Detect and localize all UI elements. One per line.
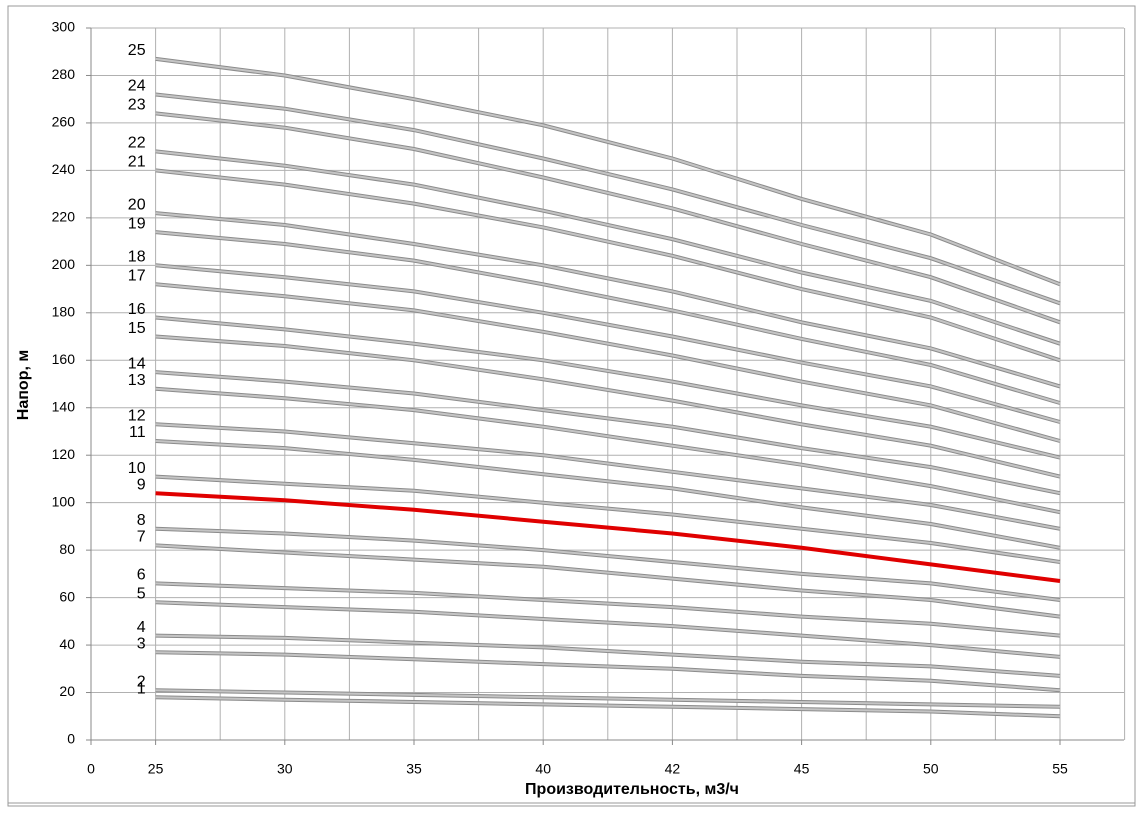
x-tick-label: 55 [1052, 761, 1068, 777]
y-tick-label: 180 [52, 304, 76, 320]
series-line [155, 475, 1061, 563]
x-tick-label: 35 [406, 761, 422, 777]
series-label: 15 [128, 320, 146, 337]
series-label: 22 [128, 135, 146, 152]
series-label: 10 [128, 460, 146, 477]
series-line [155, 231, 1061, 404]
series-label: 23 [128, 97, 146, 114]
series-label: 9 [137, 476, 146, 493]
x-tick-label: 50 [923, 761, 939, 777]
chart-border [7, 5, 1136, 807]
series-label: 2 [137, 673, 146, 690]
y-tick-label: 0 [67, 731, 75, 747]
series-label: 11 [129, 424, 146, 441]
series-line [155, 316, 1061, 459]
x-tick-label: 40 [535, 761, 551, 777]
series-label: 1 [137, 680, 146, 697]
y-tick-label: 100 [52, 493, 76, 509]
y-tick-label: 240 [52, 161, 76, 177]
series-line [155, 634, 1061, 677]
series-label: 5 [137, 586, 146, 603]
y-tick-label: 260 [52, 114, 76, 130]
series-label: 8 [137, 512, 146, 529]
series-line [155, 57, 1061, 286]
series-label: 21 [128, 154, 146, 171]
series-label: 19 [128, 215, 146, 232]
series-line [155, 527, 1061, 601]
series-label: 17 [128, 268, 146, 285]
series-line [155, 264, 1061, 423]
y-tick-label: 120 [52, 446, 76, 462]
series-label: 7 [137, 529, 146, 546]
series-line [155, 169, 1061, 362]
series-label: 18 [128, 249, 146, 266]
x-tick-label: 45 [794, 761, 810, 777]
series-line [155, 283, 1061, 442]
series-line [155, 212, 1061, 388]
x-tick-label: 42 [665, 761, 681, 777]
series-label: 6 [137, 567, 146, 584]
series-line [155, 93, 1061, 305]
series-line [155, 387, 1061, 514]
series-line [155, 150, 1061, 345]
series-line [155, 601, 1061, 658]
series-line [155, 491, 1061, 583]
y-tick-label: 60 [59, 588, 75, 604]
series-line [155, 112, 1061, 324]
series-line [155, 582, 1061, 637]
x-tick-label: 30 [277, 761, 293, 777]
y-tick-label: 280 [52, 66, 76, 82]
y-tick-label: 200 [52, 256, 76, 272]
y-axis-title: Напор, м [15, 350, 32, 420]
y-tick-label: 300 [52, 19, 76, 35]
series-label: 14 [128, 355, 146, 372]
series-line [155, 371, 1061, 495]
series-label: 13 [128, 372, 146, 389]
x-tick-label: 25 [148, 761, 164, 777]
series-line [155, 544, 1061, 618]
y-tick-label: 140 [52, 398, 76, 414]
y-tick-label: 20 [59, 683, 75, 699]
x-axis-title: Производительность, м3/ч [525, 781, 739, 798]
x-tick-label: 0 [87, 761, 95, 777]
series-label: 12 [128, 408, 146, 425]
series-label: 20 [128, 196, 146, 213]
series-line [155, 651, 1061, 692]
y-tick-label: 160 [52, 351, 76, 367]
y-tick-label: 40 [59, 636, 75, 652]
series-label: 16 [128, 301, 146, 318]
series-line [155, 689, 1061, 708]
series-line [155, 423, 1061, 530]
series-label: 3 [137, 635, 146, 652]
y-tick-label: 80 [59, 541, 75, 557]
y-tick-label: 220 [52, 209, 76, 225]
series-line [155, 696, 1061, 718]
series-line [155, 335, 1061, 478]
series-line [155, 440, 1061, 549]
series-label: 24 [128, 78, 146, 95]
series-label: 25 [128, 42, 146, 59]
series-label: 4 [137, 619, 146, 636]
